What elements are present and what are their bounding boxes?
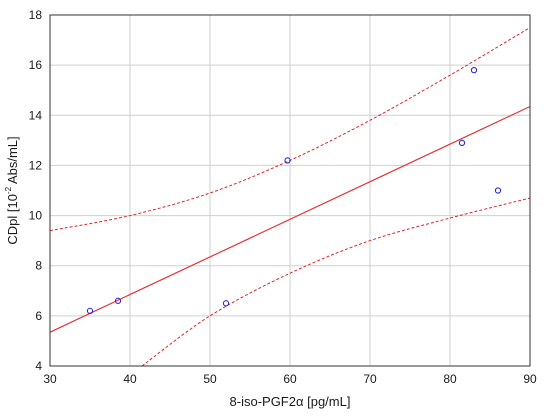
y-axis-title-prefix: CDpl [10	[5, 194, 20, 245]
x-tick-label: 70	[363, 372, 377, 386]
y-axis-title: CDpl [10-2 Abs/mL]	[4, 136, 20, 244]
y-tick-label: 16	[29, 58, 43, 72]
x-tick-label: 40	[123, 372, 137, 386]
confidence-band-lower	[141, 197, 530, 366]
x-tick-label: 30	[43, 372, 57, 386]
data-point	[458, 139, 466, 147]
data-point	[222, 300, 230, 307]
plot-frame	[49, 14, 531, 367]
y-axis-title-sup: -2	[4, 186, 13, 194]
y-tick-label: 12	[29, 158, 43, 172]
x-tick-label: 50	[203, 372, 217, 386]
data-point	[470, 67, 478, 74]
data-point	[494, 187, 502, 194]
y-tick-label: 14	[29, 108, 43, 122]
data-point	[114, 297, 122, 304]
y-tick-label: 10	[29, 209, 43, 223]
x-axis-title: 8-iso-PGF2α [pg/mL]	[230, 394, 351, 409]
x-tick-label: 80	[443, 372, 457, 386]
data-point	[86, 307, 94, 314]
y-tick-label: 8	[35, 259, 42, 273]
grid	[49, 14, 531, 367]
tick-labels: 30 40 50 60 70 80 90 4 6 8 10 12 14 16 18	[29, 8, 537, 386]
x-tick-label: 60	[283, 372, 297, 386]
y-tick-label: 18	[29, 8, 43, 22]
y-tick-label: 6	[35, 309, 42, 323]
data-point	[284, 157, 291, 164]
y-tick-label: 4	[35, 359, 42, 373]
regression-line	[50, 105, 530, 333]
data-points	[86, 67, 502, 314]
x-tick-label: 90	[523, 372, 537, 386]
y-axis-title-suffix: Abs/mL]	[5, 136, 20, 187]
